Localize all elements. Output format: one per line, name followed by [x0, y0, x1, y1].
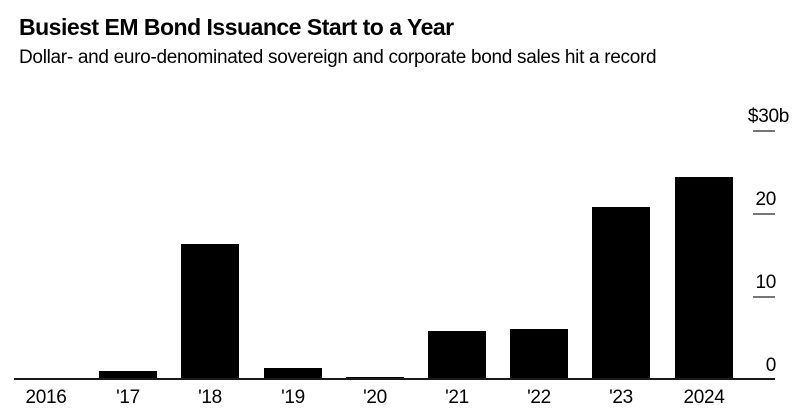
bar-18: [181, 244, 239, 380]
y-axis-label-0: 0: [765, 355, 777, 376]
bar-2024: [675, 177, 733, 380]
x-axis-label-21: '21: [445, 387, 469, 408]
y-axis-label-30: $30b: [747, 106, 789, 127]
x-axis-line: [14, 378, 775, 380]
x-axis-label-20: '20: [363, 387, 387, 408]
bar-21: [428, 331, 486, 380]
y-axis-tick-20: [753, 213, 775, 215]
x-axis-label-2016: 2016: [25, 387, 67, 408]
x-axis-label-17: '17: [116, 387, 140, 408]
x-axis-label-2024: 2024: [683, 387, 725, 408]
y-axis-label-20: 20: [755, 189, 776, 210]
x-axis-label-22: '22: [527, 387, 551, 408]
x-axis-label-18: '18: [198, 387, 222, 408]
page-subtitle: Dollar- and euro-denominated sovereign a…: [19, 47, 657, 68]
page-title: Busiest EM Bond Issuance Start to a Year: [19, 14, 454, 40]
x-axis-label-19: '19: [281, 387, 305, 408]
bar-19: [264, 368, 322, 380]
bar-17: [99, 371, 157, 380]
y-axis-label-10: 10: [755, 272, 776, 293]
x-axis-label-23: '23: [609, 387, 633, 408]
y-axis-tick-10: [753, 296, 775, 298]
bar-22: [510, 329, 568, 380]
bar-23: [592, 207, 650, 380]
y-axis-tick-30: [753, 130, 775, 132]
